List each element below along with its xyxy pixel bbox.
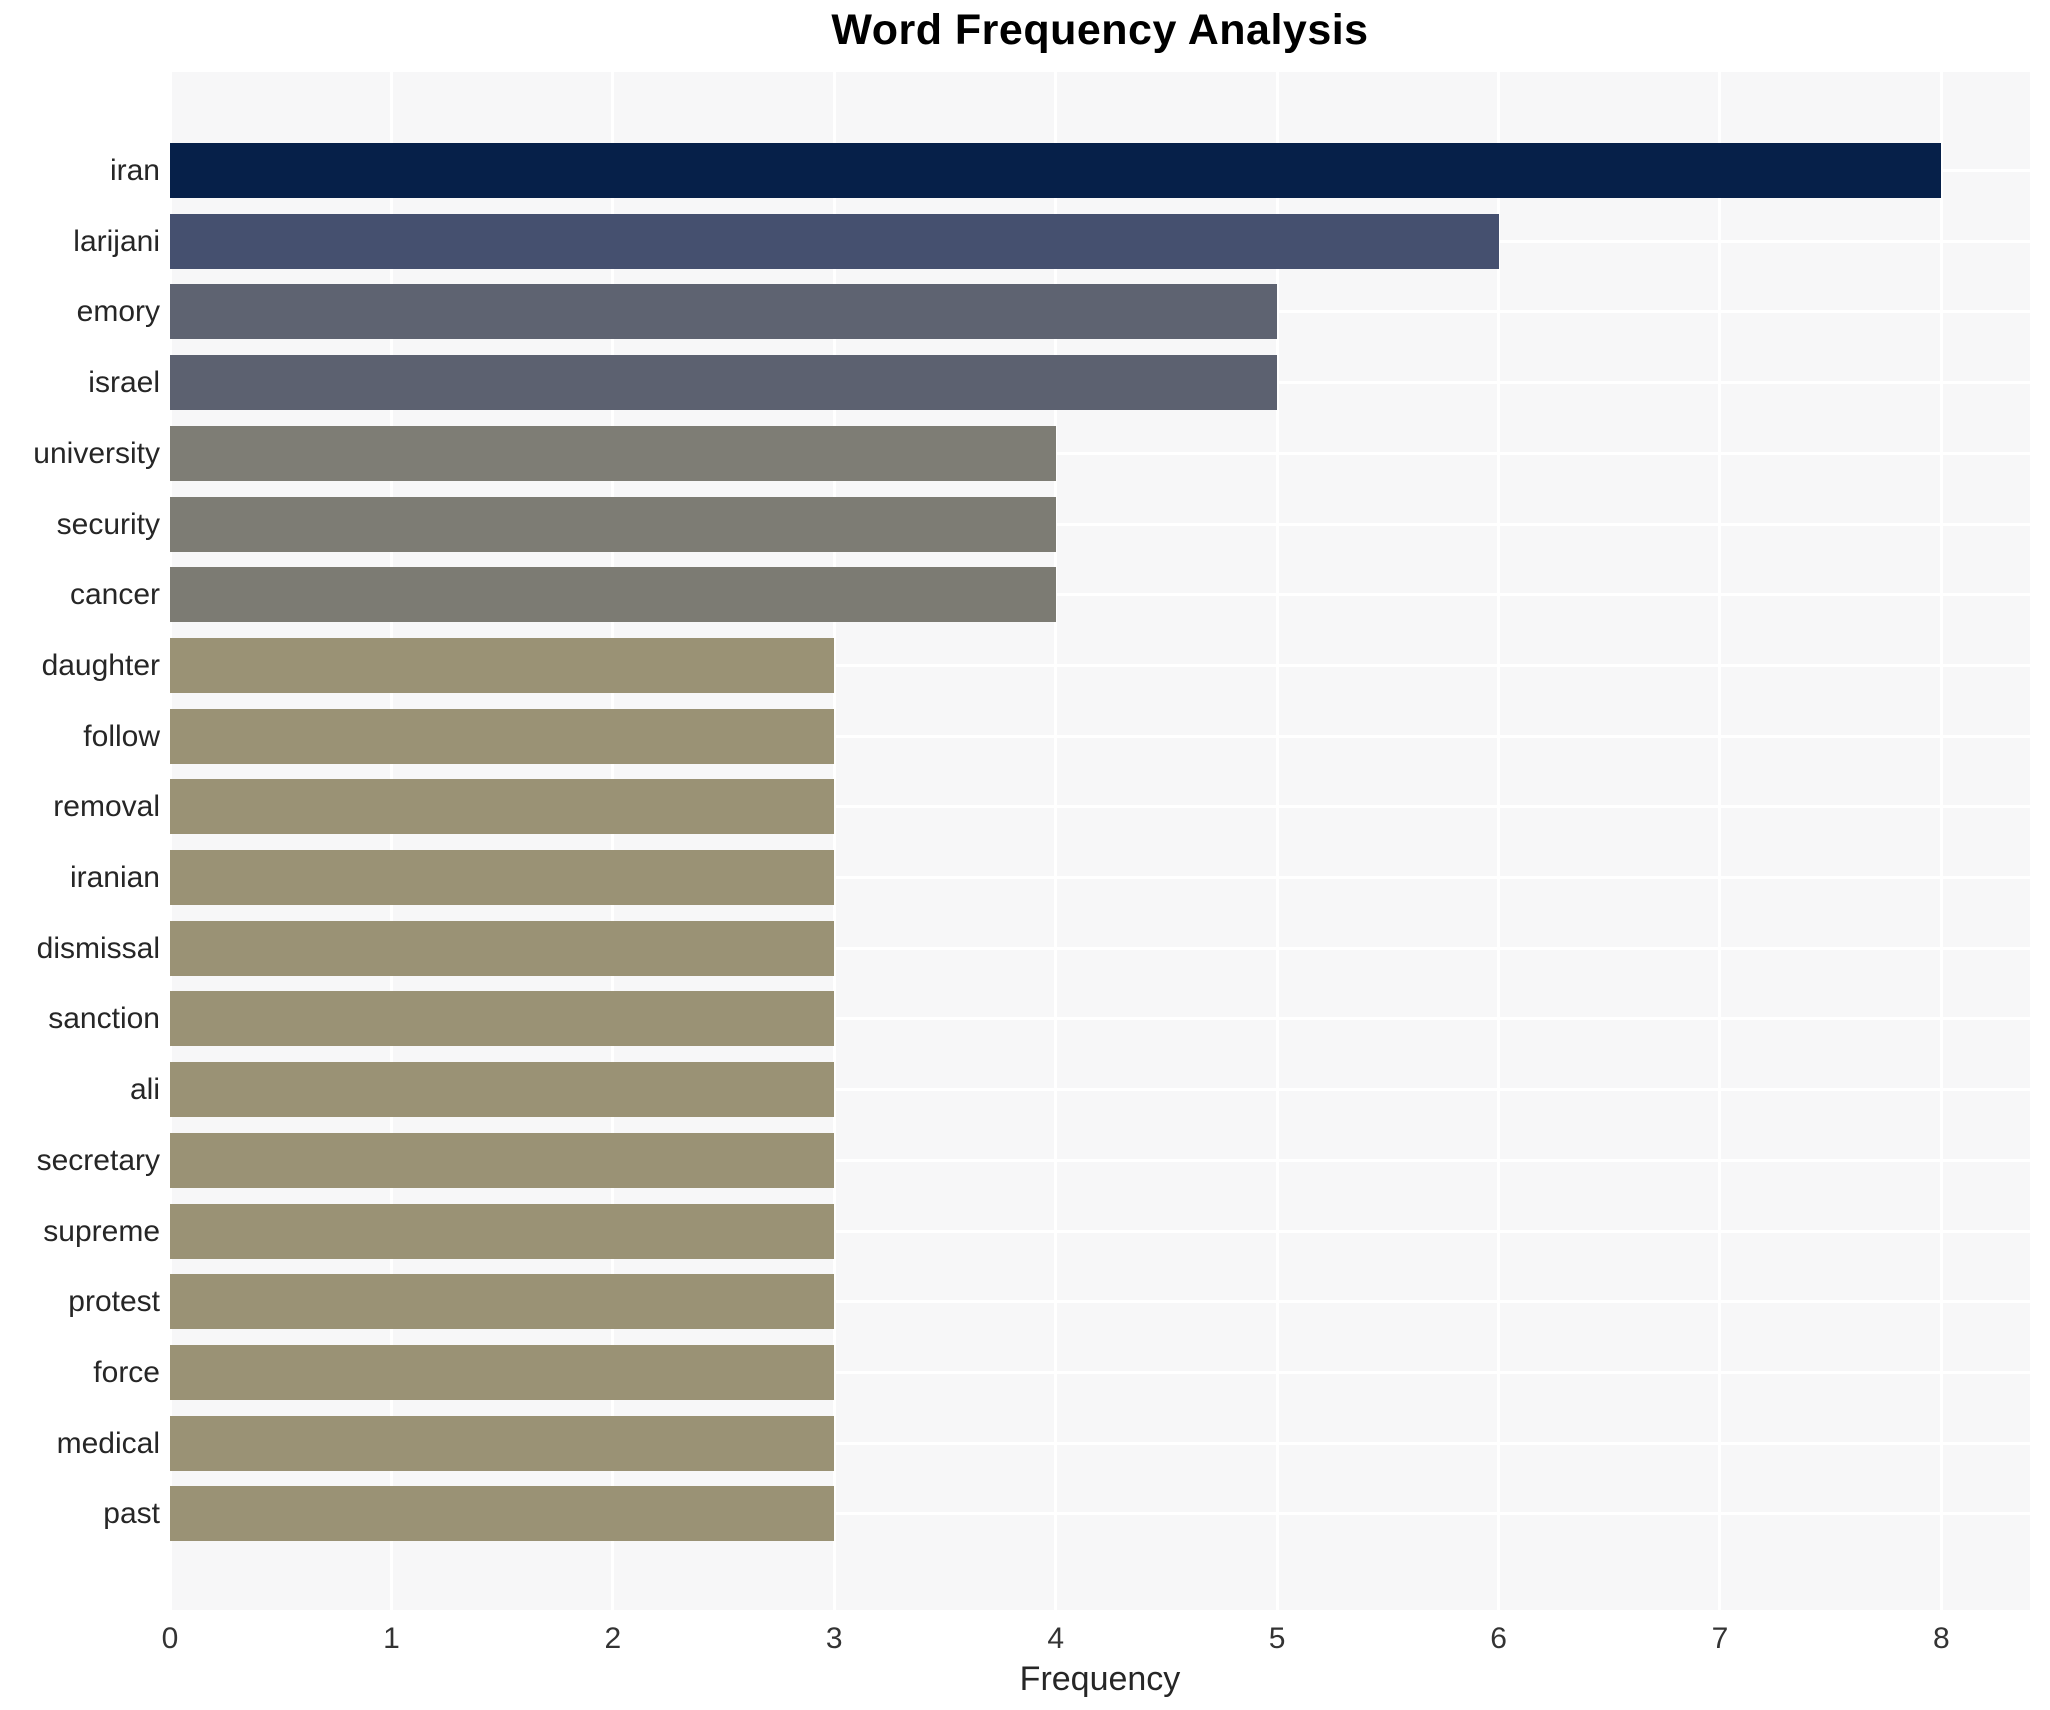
bar-daughter — [170, 637, 835, 693]
horizontal-gridline — [170, 805, 2030, 809]
bar-follow — [170, 708, 835, 764]
y-tick-label: cancer — [69, 578, 160, 612]
horizontal-gridline — [170, 1370, 2030, 1374]
horizontal-gridline — [170, 451, 2030, 455]
vertical-gridline — [611, 72, 615, 1610]
vertical-gridline — [1497, 72, 1501, 1610]
chart-title: Word Frequency Analysis — [831, 6, 1369, 54]
bar-sanction — [170, 991, 835, 1047]
y-tick-label: ali — [129, 1073, 160, 1107]
horizontal-gridline — [170, 1088, 2030, 1092]
vertical-gridline — [168, 72, 172, 1610]
y-tick-label: protest — [68, 1285, 160, 1319]
horizontal-gridline — [170, 876, 2030, 879]
vertical-gridline — [1054, 72, 1058, 1610]
vertical-gridline — [832, 72, 836, 1610]
plot-area — [168, 72, 2030, 1610]
y-tick-label: security — [56, 507, 160, 541]
vertical-gridline — [1275, 72, 1279, 1610]
bar-secretary — [170, 1132, 835, 1188]
y-tick-label: supreme — [43, 1214, 160, 1248]
x-tick-label: 3 — [825, 1622, 843, 1655]
vertical-gridline — [1718, 72, 1722, 1610]
y-tick-label: force — [93, 1355, 160, 1389]
bar-iran — [170, 143, 1942, 198]
horizontal-gridline — [170, 1512, 2030, 1516]
x-tick-label: 0 — [161, 1622, 179, 1655]
y-tick-label: larijani — [73, 224, 160, 258]
y-tick-label: removal — [53, 790, 160, 824]
bar-cancer — [170, 567, 1056, 623]
y-tick-label: follow — [83, 719, 160, 753]
vertical-gridline — [1939, 72, 1943, 1610]
x-tick-label: 1 — [383, 1622, 400, 1655]
x-tick-label: 7 — [1711, 1622, 1729, 1655]
y-tick-label: iranian — [69, 861, 160, 894]
x-tick-label: 4 — [1047, 1622, 1065, 1655]
bar-protest — [170, 1274, 835, 1330]
bar-past — [170, 1486, 835, 1542]
horizontal-gridline — [170, 663, 2030, 667]
y-tick-label: sanction — [48, 1002, 160, 1036]
bar-university — [170, 425, 1056, 481]
bar-emory — [170, 284, 1278, 340]
x-axis-label: Frequency — [1019, 1660, 1181, 1698]
y-tick-label: university — [33, 436, 160, 470]
bar-israel — [170, 355, 1278, 411]
bar-iranian — [170, 850, 835, 905]
horizontal-gridline — [170, 1017, 2030, 1021]
horizontal-gridline — [170, 522, 2030, 526]
bar-medical — [170, 1415, 835, 1471]
horizontal-gridline — [170, 734, 2030, 738]
y-tick-label: dismissal — [36, 931, 160, 965]
x-tick-label: 5 — [1268, 1622, 1286, 1655]
bar-dismissal — [170, 920, 835, 976]
horizontal-gridline — [170, 1229, 2030, 1233]
y-tick-label: medical — [56, 1426, 160, 1460]
bar-security — [170, 496, 1056, 552]
x-tick-label: 8 — [1933, 1622, 1950, 1655]
horizontal-gridline — [170, 946, 2030, 950]
y-tick-label: israel — [88, 366, 160, 400]
horizontal-gridline — [170, 1300, 2030, 1304]
horizontal-gridline — [170, 593, 2030, 597]
horizontal-gridline — [170, 1441, 2030, 1445]
horizontal-gridline — [170, 1158, 2030, 1162]
bar-supreme — [170, 1203, 835, 1259]
y-tick-label: secretary — [36, 1143, 160, 1177]
y-tick-label: iran — [109, 154, 160, 187]
y-tick-label: past — [103, 1497, 160, 1531]
vertical-gridline — [389, 72, 393, 1610]
x-tick-label: 2 — [604, 1622, 622, 1655]
x-tick-label: 6 — [1490, 1622, 1507, 1655]
y-tick-label: emory — [76, 295, 160, 329]
bar-removal — [170, 779, 835, 835]
y-tick-label: daughter — [41, 648, 160, 682]
bar-ali — [170, 1062, 835, 1118]
bar-larijani — [170, 213, 1499, 269]
bar-force — [170, 1344, 835, 1400]
